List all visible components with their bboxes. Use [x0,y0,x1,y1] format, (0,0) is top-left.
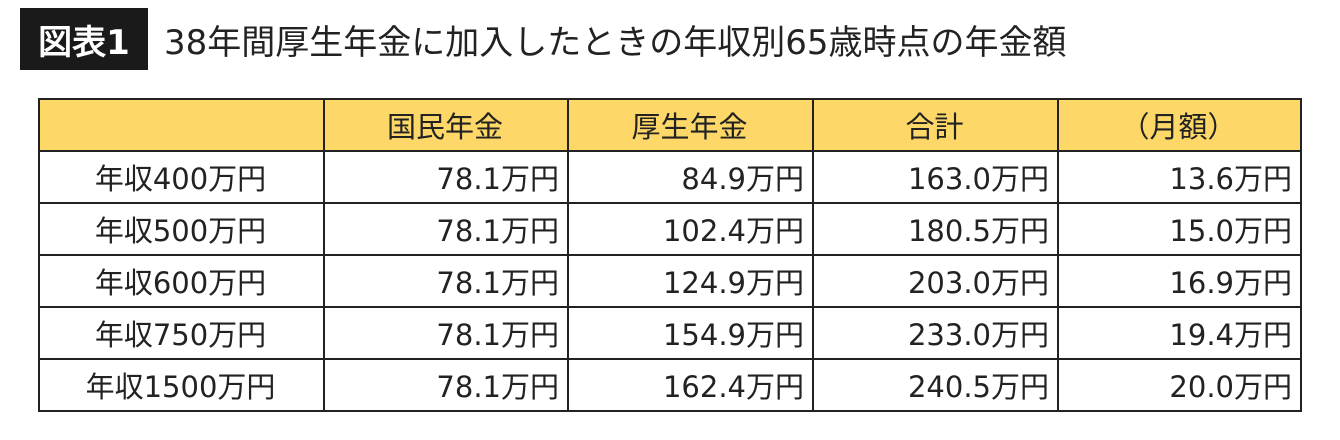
table-row: 年収500万円 78.1万円 102.4万円 180.5万円 15.0万円 [38,202,1302,256]
figure-title: 38年間厚生年金に加入したときの年収別65歳時点の年金額 [164,22,1067,63]
row-label: 年収600万円 [38,254,325,308]
cell: 13.6万円 [1057,150,1302,204]
cell: 19.4万円 [1057,306,1302,360]
cell: 84.9万円 [567,150,814,204]
row-label: 年収1500万円 [38,358,325,412]
cell: 203.0万円 [812,254,1059,308]
cell: 78.1万円 [323,358,569,412]
cell: 78.1万円 [323,150,569,204]
table-row: 年収400万円 78.1万円 84.9万円 163.0万円 13.6万円 [38,150,1302,204]
row-label: 年収500万円 [38,202,325,256]
cell: 78.1万円 [323,254,569,308]
column-header: 合計 [812,98,1059,152]
cell: 124.9万円 [567,254,814,308]
cell: 180.5万円 [812,202,1059,256]
cell: 240.5万円 [812,358,1059,412]
column-header: 国民年金 [323,98,569,152]
cell: 78.1万円 [323,306,569,360]
cell: 233.0万円 [812,306,1059,360]
cell: 78.1万円 [323,202,569,256]
cell: 162.4万円 [567,358,814,412]
row-label: 年収400万円 [38,150,325,204]
cell: 16.9万円 [1057,254,1302,308]
column-header [38,98,325,152]
column-header: 厚生年金 [567,98,814,152]
pension-table: 国民年金 厚生年金 合計 （月額） 年収400万円 78.1万円 84.9万円 163.0万… [38,98,1302,412]
column-header: （月額） [1057,98,1302,152]
row-label: 年収750万円 [38,306,325,360]
cell: 154.9万円 [567,306,814,360]
header-row: 国民年金 厚生年金 合計 （月額） [38,98,1302,152]
figure-badge: 図表1 [20,8,148,70]
cell: 20.0万円 [1057,358,1302,412]
cell: 163.0万円 [812,150,1059,204]
table-row: 年収750万円 78.1万円 154.9万円 233.0万円 19.4万円 [38,306,1302,360]
table-row: 年収1500万円 78.1万円 162.4万円 240.5万円 20.0万円 [38,358,1302,412]
cell: 102.4万円 [567,202,814,256]
cell: 15.0万円 [1057,202,1302,256]
table-row: 年収600万円 78.1万円 124.9万円 203.0万円 16.9万円 [38,254,1302,308]
